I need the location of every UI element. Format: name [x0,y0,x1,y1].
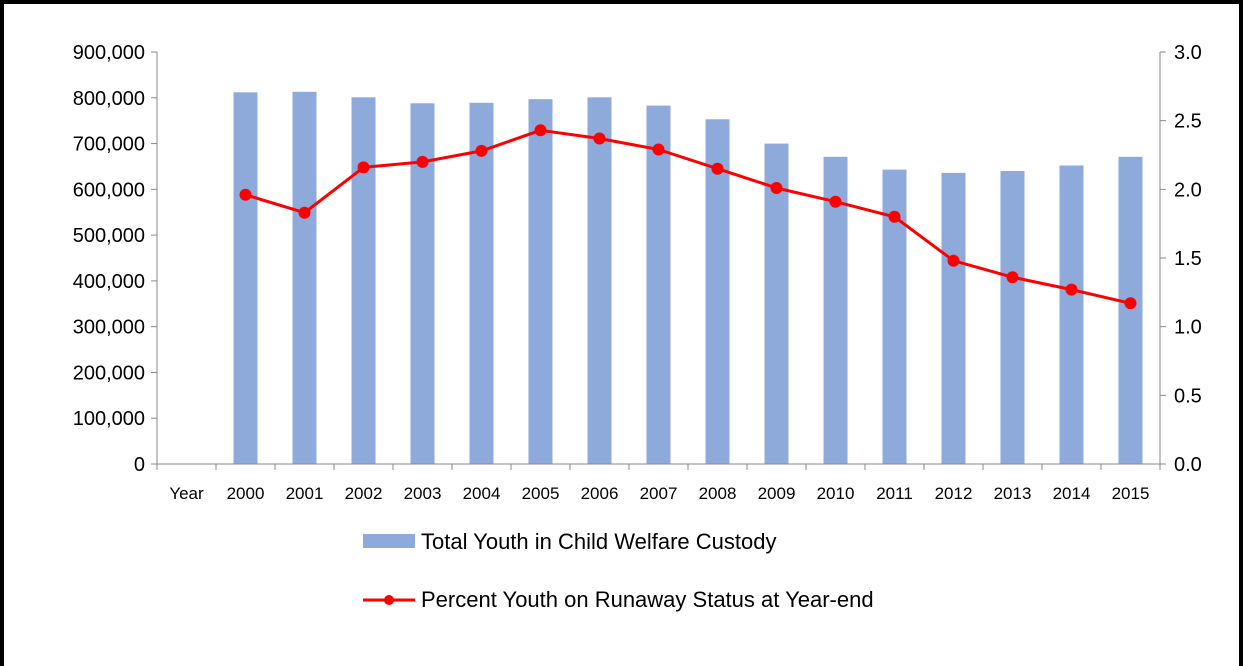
legend: Total Youth in Child Welfare Custody Per… [363,529,874,612]
y-right-tick-label: 0.5 [1174,385,1202,407]
x-tick-label: 2012 [935,484,973,503]
y-right-tick-label: 2.0 [1174,179,1202,201]
legend-line-label: Percent Youth on Runaway Status at Year-… [421,587,874,612]
x-tick-label: 2007 [640,484,678,503]
point-2007 [652,143,665,156]
y-left-tick-label: 600,000 [73,179,145,201]
y-left-tick-label: 400,000 [73,271,145,293]
point-2006 [593,132,606,145]
bar-2013 [1000,171,1025,464]
y-left-tick-label: 800,000 [73,88,145,110]
axes: 0 100,000 200,000 300,000 400,000 500,000 600,… [73,42,1202,503]
y-left-tick-label: 500,000 [73,225,145,247]
bar-2012 [941,172,966,464]
y-left-tick-label: 300,000 [73,317,145,339]
point-2008 [711,162,724,175]
bar-2007 [646,105,671,464]
y-right-tick-label: 1.0 [1174,317,1202,339]
point-2011 [888,210,901,223]
x-tick-label: 2009 [758,484,796,503]
line-series [239,124,1137,310]
y-right-tick-label: 2.5 [1174,111,1202,133]
point-2001 [298,206,311,219]
y-right-tick-label: 1.5 [1174,248,1202,270]
point-2003 [416,155,429,168]
y-left-tick-label: 200,000 [73,362,145,384]
point-2004 [475,144,488,157]
runaway-percent-line [245,128,1131,305]
bar-2014 [1059,165,1084,464]
x-tick-label: 2011 [876,484,913,503]
x-tick-label: 2006 [581,484,619,503]
legend-bar-label: Total Youth in Child Welfare Custody [421,529,776,554]
x-tick-label: 2002 [345,484,383,503]
x-tick-label: 2003 [404,484,442,503]
bar-2010 [823,156,848,465]
legend-line-marker [384,595,394,605]
bar-2000 [233,92,258,465]
x-tick-label: 2001 [286,484,324,503]
bar-2008 [705,119,730,465]
point-2010 [829,195,842,208]
bar-2001 [292,91,317,465]
x-tick-label: 2000 [227,484,265,503]
point-2005 [534,124,547,137]
point-2000 [239,188,252,201]
legend-bar-swatch [363,534,415,548]
bar-2004 [469,102,494,465]
x-tick-label: 2004 [463,484,501,503]
point-2012 [947,254,960,267]
bar-2005 [528,99,553,464]
x-tick-label: 2013 [994,484,1032,503]
bar-2002 [351,97,376,465]
point-2009 [770,182,783,194]
y-left-tick-label: 700,000 [73,134,145,156]
x-tick-label: 2015 [1112,484,1150,503]
x-tick-label: 2010 [817,484,855,503]
y-left-tick-label: 900,000 [73,42,145,64]
y-right-tick-label: 0.0 [1174,454,1202,476]
y-right-tick-label: 3.0 [1174,42,1202,64]
x-tick-label: 2005 [522,484,560,503]
point-2013 [1006,271,1019,284]
bar-series [233,91,1143,465]
bar-2015 [1118,156,1143,465]
y-left-tick-label: 0 [134,454,145,476]
y-left-tick-label: 100,000 [73,408,145,430]
point-2015 [1124,297,1137,310]
x-tick-label: 2014 [1053,484,1091,503]
x-tick-label: 2008 [699,484,737,503]
bar-2009 [764,143,789,464]
point-2014 [1065,283,1078,296]
point-2002 [357,161,370,174]
x-tick-label: Year [169,484,204,503]
bar-2006 [587,97,612,465]
